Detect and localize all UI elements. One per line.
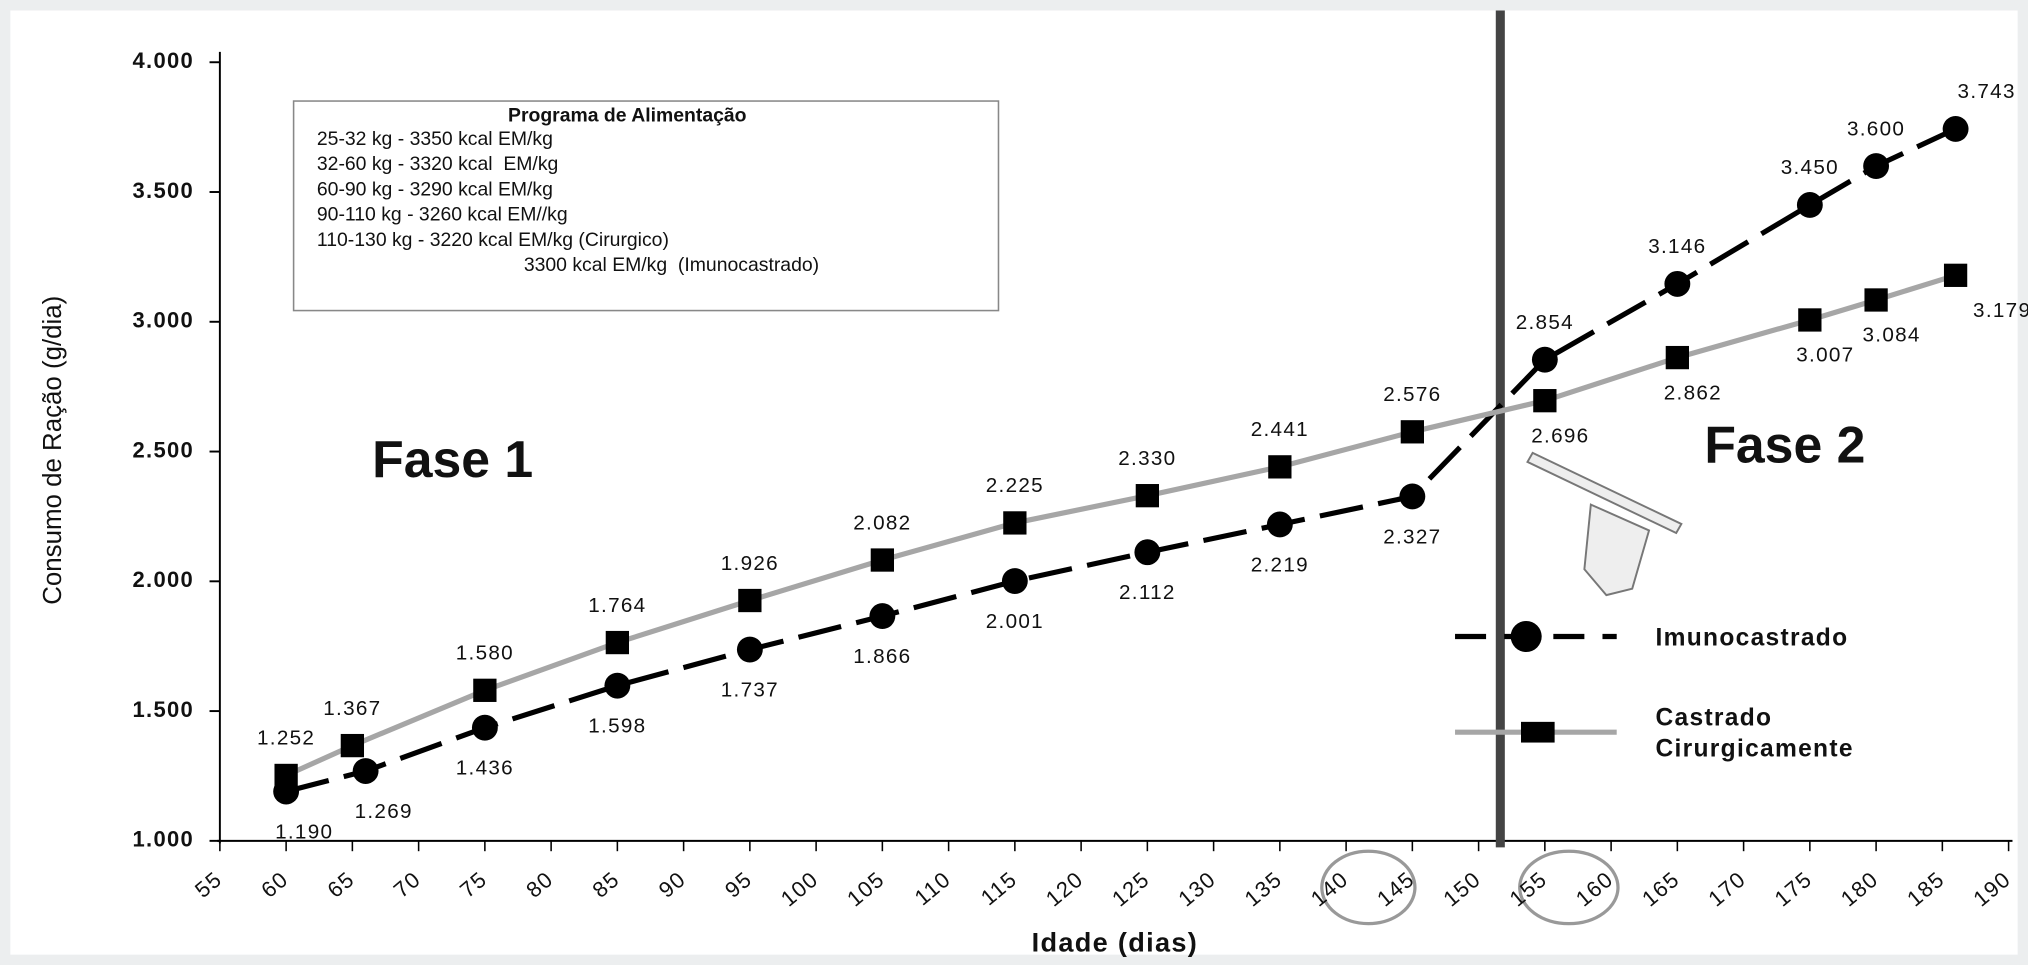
- box-line: 32-60 kg - 3320 kcal EM/kg: [317, 153, 558, 175]
- marker: [605, 630, 630, 655]
- marker: [1533, 389, 1557, 413]
- data-label: 1.866: [853, 645, 911, 668]
- x-axis-title: Idade (dias): [1032, 926, 1198, 957]
- legend-label: Imunocastrado: [1656, 625, 1849, 652]
- syringe-icon: [1526, 451, 1683, 597]
- marker: [1003, 511, 1027, 535]
- marker: [352, 758, 379, 784]
- box-line: 60-90 kg - 3290 kcal EM/kg: [317, 178, 553, 200]
- marker: [604, 672, 631, 699]
- phase-label: Fase 2: [1704, 416, 1865, 474]
- box-title: Programa de Alimentação: [508, 105, 747, 127]
- y-tick-label: 3.000: [133, 308, 194, 333]
- data-label: 2.219: [1251, 553, 1309, 576]
- data-label: 3.600: [1847, 117, 1905, 140]
- data-label: 1.926: [721, 552, 779, 575]
- data-label: 1.737: [721, 678, 779, 701]
- marker: [1268, 455, 1292, 479]
- data-label: 2.082: [853, 511, 911, 534]
- y-tick-label: 4.000: [133, 48, 194, 73]
- data-label: 1.367: [323, 697, 381, 720]
- marker: [869, 603, 896, 630]
- marker: [1134, 539, 1161, 566]
- data-label: 1.598: [588, 715, 646, 738]
- box-line: 90-110 kg - 3260 kcal EM//kg: [317, 204, 568, 226]
- marker: [471, 714, 498, 741]
- data-label: 2.441: [1251, 418, 1309, 441]
- legend-marker: [1521, 721, 1555, 743]
- marker: [1531, 346, 1558, 373]
- data-label: 2.576: [1383, 383, 1441, 406]
- marker: [1399, 483, 1426, 510]
- data-label: 1.269: [355, 800, 413, 823]
- data-label: 3.450: [1781, 156, 1839, 179]
- y-tick-label: 2.500: [133, 437, 194, 462]
- data-label: 1.436: [456, 757, 514, 780]
- info-box: [292, 100, 1000, 312]
- marker: [1796, 192, 1823, 218]
- data-label: 3.146: [1648, 235, 1706, 258]
- data-label: 2.001: [986, 610, 1044, 633]
- data-label: 2.225: [986, 474, 1044, 497]
- marker: [473, 678, 497, 702]
- marker: [1664, 270, 1691, 297]
- y-tick-label: 1.500: [133, 697, 194, 722]
- data-label: 2.696: [1531, 424, 1589, 447]
- data-label: 3.179: [1973, 299, 2028, 322]
- data-label: 1.764: [588, 594, 646, 617]
- highlight-circle: [1518, 849, 1620, 926]
- data-label: 2.330: [1118, 447, 1176, 470]
- legend-marker: [1510, 620, 1542, 653]
- marker: [1266, 511, 1293, 538]
- highlight-circle: [1320, 849, 1417, 926]
- y-tick-label: 3.500: [133, 178, 194, 203]
- data-label: 1.190: [275, 820, 333, 843]
- data-label: 2.854: [1516, 311, 1574, 334]
- marker: [738, 588, 762, 613]
- marker: [1001, 568, 1028, 594]
- marker: [1400, 420, 1424, 444]
- marker: [736, 636, 763, 663]
- data-label: 3.743: [1958, 80, 2016, 103]
- marker: [1864, 288, 1888, 312]
- marker: [340, 733, 365, 758]
- data-label: 3.084: [1862, 324, 1920, 347]
- box-line: 3300 kcal EM/kg (Imunocastrado): [524, 254, 819, 276]
- box-line: 25-32 kg - 3350 kcal EM/kg: [317, 128, 553, 150]
- legend-label: Castrado Cirurgicamente: [1656, 705, 1854, 763]
- marker: [1863, 153, 1890, 179]
- data-label: 1.252: [257, 727, 315, 750]
- marker: [870, 548, 895, 572]
- data-label: 1.580: [456, 642, 514, 665]
- box-line: 110-130 kg - 3220 kcal EM/kg (Cirurgico): [317, 229, 669, 251]
- marker: [1135, 484, 1160, 508]
- data-label: 2.112: [1119, 581, 1176, 604]
- marker: [1942, 116, 1969, 142]
- y-tick-label: 2.000: [133, 567, 194, 592]
- data-label: 2.862: [1664, 381, 1722, 404]
- marker: [274, 763, 298, 788]
- y-tick-label: 1.000: [133, 827, 194, 852]
- marker: [1798, 308, 1822, 332]
- marker: [1943, 263, 1968, 287]
- y-axis-title: Consumo de Ração (g/dia): [39, 296, 67, 605]
- marker: [1665, 345, 1689, 370]
- phase-label: Fase 1: [372, 430, 533, 488]
- data-label: 2.327: [1383, 525, 1441, 548]
- data-label: 3.007: [1796, 344, 1854, 367]
